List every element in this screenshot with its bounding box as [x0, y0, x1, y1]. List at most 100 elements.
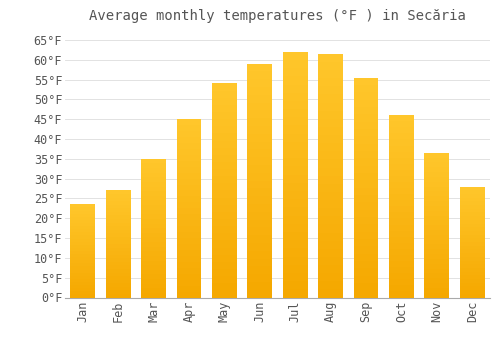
- Bar: [424, 225, 450, 230]
- Bar: [424, 211, 450, 216]
- Bar: [106, 237, 130, 240]
- Bar: [283, 257, 308, 265]
- Bar: [248, 235, 272, 243]
- Bar: [318, 111, 343, 119]
- Bar: [141, 288, 166, 293]
- Bar: [176, 232, 202, 238]
- Bar: [460, 198, 484, 201]
- Bar: [460, 246, 484, 250]
- Bar: [176, 196, 202, 202]
- Bar: [354, 173, 378, 180]
- Bar: [354, 283, 378, 290]
- Bar: [248, 188, 272, 196]
- Bar: [389, 133, 414, 140]
- Bar: [70, 279, 95, 282]
- Bar: [460, 250, 484, 253]
- Bar: [389, 279, 414, 285]
- Bar: [354, 78, 378, 298]
- Bar: [283, 142, 308, 150]
- Bar: [248, 290, 272, 298]
- Bar: [141, 279, 166, 284]
- Bar: [176, 220, 202, 226]
- Bar: [248, 173, 272, 181]
- Bar: [354, 239, 378, 246]
- Bar: [424, 264, 450, 268]
- Bar: [424, 172, 450, 177]
- Bar: [424, 288, 450, 293]
- Bar: [248, 64, 272, 71]
- Bar: [212, 205, 237, 212]
- Bar: [283, 158, 308, 167]
- Bar: [70, 285, 95, 288]
- Bar: [106, 194, 130, 198]
- Bar: [354, 136, 378, 144]
- Bar: [248, 204, 272, 212]
- Bar: [460, 227, 484, 231]
- Bar: [283, 281, 308, 289]
- Bar: [176, 173, 202, 179]
- Bar: [176, 202, 202, 208]
- Bar: [460, 216, 484, 220]
- Bar: [176, 280, 202, 286]
- Bar: [354, 268, 378, 275]
- Bar: [106, 283, 130, 287]
- Bar: [70, 214, 95, 217]
- Bar: [141, 284, 166, 288]
- Bar: [176, 286, 202, 292]
- Bar: [460, 224, 484, 227]
- Bar: [106, 290, 130, 294]
- Bar: [70, 238, 95, 242]
- Bar: [460, 231, 484, 234]
- Bar: [212, 226, 237, 233]
- Bar: [70, 226, 95, 229]
- Bar: [460, 253, 484, 257]
- Bar: [460, 234, 484, 238]
- Bar: [354, 231, 378, 239]
- Bar: [70, 260, 95, 263]
- Bar: [283, 52, 308, 298]
- Bar: [424, 162, 450, 167]
- Bar: [212, 255, 237, 262]
- Bar: [460, 279, 484, 283]
- Bar: [141, 274, 166, 279]
- Bar: [70, 248, 95, 251]
- Bar: [212, 262, 237, 269]
- Bar: [318, 127, 343, 135]
- Bar: [106, 212, 130, 216]
- Bar: [318, 232, 343, 241]
- Bar: [248, 79, 272, 87]
- Bar: [212, 240, 237, 247]
- Bar: [424, 268, 450, 273]
- Bar: [318, 208, 343, 216]
- Bar: [106, 219, 130, 223]
- Bar: [70, 220, 95, 223]
- Bar: [460, 272, 484, 275]
- Bar: [212, 169, 237, 176]
- Bar: [283, 76, 308, 85]
- Bar: [389, 212, 414, 218]
- Bar: [354, 202, 378, 210]
- Bar: [70, 288, 95, 291]
- Bar: [283, 167, 308, 175]
- Bar: [141, 260, 166, 265]
- Bar: [354, 261, 378, 268]
- Bar: [176, 137, 202, 143]
- Bar: [318, 54, 343, 62]
- Bar: [70, 257, 95, 260]
- Bar: [141, 163, 166, 168]
- Bar: [424, 240, 450, 244]
- Bar: [141, 251, 166, 256]
- Bar: [354, 195, 378, 202]
- Bar: [106, 223, 130, 226]
- Bar: [389, 243, 414, 249]
- Bar: [212, 119, 237, 126]
- Bar: [389, 206, 414, 212]
- Bar: [176, 262, 202, 268]
- Bar: [141, 159, 166, 298]
- Bar: [106, 190, 130, 298]
- Bar: [106, 273, 130, 276]
- Bar: [318, 135, 343, 143]
- Bar: [141, 173, 166, 177]
- Bar: [318, 265, 343, 273]
- Bar: [176, 161, 202, 167]
